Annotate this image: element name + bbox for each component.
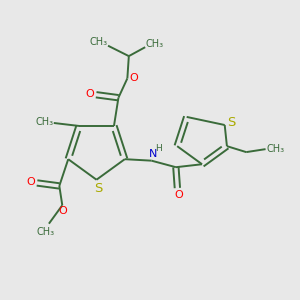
Text: O: O <box>174 190 183 200</box>
Text: CH₃: CH₃ <box>267 143 285 154</box>
Text: N: N <box>149 149 157 159</box>
Text: H: H <box>156 144 162 153</box>
Text: O: O <box>129 73 138 83</box>
Text: S: S <box>94 182 102 194</box>
Text: CH₃: CH₃ <box>35 117 53 127</box>
Text: CH₃: CH₃ <box>36 227 54 237</box>
Text: S: S <box>227 116 236 129</box>
Text: CH₃: CH₃ <box>146 39 164 49</box>
Text: O: O <box>59 206 68 217</box>
Text: O: O <box>85 89 94 99</box>
Text: CH₃: CH₃ <box>89 37 108 47</box>
Text: O: O <box>26 177 35 188</box>
